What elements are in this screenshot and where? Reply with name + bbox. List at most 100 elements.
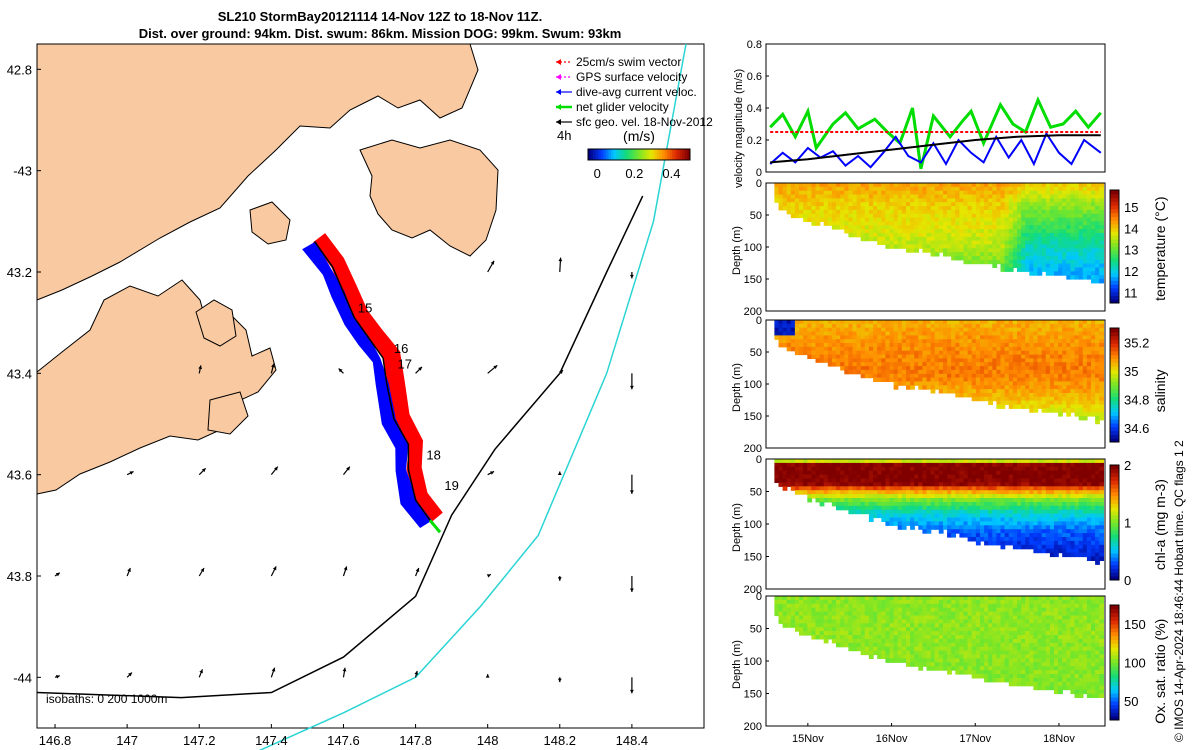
temperature-cell xyxy=(877,236,882,242)
chlorophyll-cell xyxy=(967,509,973,515)
chlorophyll-cell xyxy=(910,462,915,468)
salinity-cell xyxy=(1045,377,1051,382)
temperature-cell xyxy=(1045,271,1051,276)
oxygen-cell xyxy=(844,635,850,640)
temperature-cell xyxy=(856,229,862,234)
oxygen-cell xyxy=(856,635,862,640)
salinity-cell xyxy=(980,346,985,352)
temperature-cell xyxy=(1091,186,1096,192)
temperature-cell xyxy=(856,183,862,188)
salinity-cell xyxy=(922,381,928,386)
salinity-cell xyxy=(947,343,952,348)
oxygen-cell xyxy=(807,603,813,609)
oxygen-cell xyxy=(782,607,788,613)
temperature-cell xyxy=(774,190,780,196)
salinity-cell xyxy=(860,331,866,336)
chlorophyll-cell xyxy=(1025,544,1030,550)
chlorophyll-cell xyxy=(860,490,866,495)
temperature-cell xyxy=(1078,183,1084,188)
salinity-cell xyxy=(1045,389,1051,394)
chlorophyll-cell xyxy=(782,474,788,480)
chlorophyll-cell xyxy=(1025,459,1030,464)
salinity-cell xyxy=(840,320,845,325)
temperature-cell xyxy=(1058,206,1063,211)
chlorophyll-cell xyxy=(910,459,915,464)
temperature-cell xyxy=(1021,229,1026,234)
salinity-cell xyxy=(901,331,907,336)
salinity-cell xyxy=(799,327,804,333)
temperature-cell xyxy=(1078,217,1084,222)
temperature-cell xyxy=(1054,217,1059,222)
salinity-cell xyxy=(889,369,895,375)
chlorophyll-cell xyxy=(1082,537,1088,542)
temperature-cell xyxy=(1012,198,1018,203)
chlorophyll-cell xyxy=(926,474,932,480)
temperature-cell xyxy=(934,206,940,211)
salinity-cell xyxy=(906,373,911,379)
chlorophyll-cell xyxy=(910,521,915,526)
chlorophyll-cell xyxy=(897,486,903,491)
chlorophyll-cell xyxy=(918,486,924,491)
temperature-cell xyxy=(1066,240,1072,245)
salinity-cell xyxy=(984,369,989,375)
chlorophyll-cell xyxy=(914,474,919,480)
temperature-cell xyxy=(844,225,850,230)
salinity-cell xyxy=(988,373,993,379)
oxygen-cell xyxy=(823,599,829,605)
salinity-cell xyxy=(980,354,985,359)
temperature-cell xyxy=(947,213,952,219)
salinity-cell xyxy=(1054,343,1059,348)
temperature-cell xyxy=(951,256,956,261)
temperature-cell xyxy=(897,190,903,196)
temperature-cell xyxy=(984,244,989,249)
temperature-cell xyxy=(873,202,878,207)
temperature-cell xyxy=(881,229,887,234)
temperature-cell xyxy=(988,229,993,234)
temperature-cell xyxy=(1058,213,1063,219)
geo-velocity-arrow xyxy=(415,567,420,577)
temperature-cell xyxy=(893,206,899,211)
temperature-cell xyxy=(910,217,915,222)
chlorophyll-cell xyxy=(901,490,907,495)
salinity-cell xyxy=(873,320,878,325)
salinity-cell xyxy=(1008,404,1014,409)
chlorophyll-cell xyxy=(1041,490,1047,495)
salinity-cell xyxy=(922,339,928,344)
temperature-cell xyxy=(947,190,952,196)
salinity-cell xyxy=(943,358,948,363)
salinity-cell xyxy=(943,343,948,348)
salinity-cell xyxy=(1062,400,1067,405)
chlorophyll-cell xyxy=(881,466,887,472)
salinity-cell xyxy=(1008,369,1014,375)
salinity-cell xyxy=(782,339,788,344)
chlorophyll-cell xyxy=(951,533,956,538)
temperature-cell xyxy=(1017,198,1022,203)
chlorophyll-cell xyxy=(1082,509,1088,515)
chlorophyll-cell xyxy=(901,501,907,507)
salinity-cell xyxy=(930,335,936,340)
salinity-cell xyxy=(996,346,1002,352)
temperature-cell xyxy=(984,194,989,199)
chlorophyll-cell xyxy=(910,470,915,476)
temperature-cell xyxy=(996,259,1002,265)
temperature-cell xyxy=(910,232,915,238)
salinity-cell xyxy=(980,396,985,402)
salinity-cell xyxy=(803,320,808,325)
salinity-cell xyxy=(1095,362,1100,367)
chlorophyll-cell xyxy=(1029,462,1035,468)
temperature-cell xyxy=(1049,256,1055,261)
salinity-cell xyxy=(1062,331,1067,336)
temperature-cell xyxy=(934,225,940,230)
temperature-cell xyxy=(836,202,841,207)
chlorophyll-cell xyxy=(992,513,998,519)
salinity-cell xyxy=(1062,346,1067,352)
temperature-cell xyxy=(934,183,940,188)
chlorophyll-cell xyxy=(1000,494,1006,499)
salinity-cell xyxy=(980,339,985,344)
chlorophyll-cell xyxy=(885,486,891,491)
temperature-cell xyxy=(959,194,965,199)
oxygen-cell xyxy=(840,635,845,640)
temperature-cell xyxy=(1029,263,1035,268)
temperature-cell xyxy=(975,194,981,199)
salinity-cell xyxy=(1095,389,1100,394)
